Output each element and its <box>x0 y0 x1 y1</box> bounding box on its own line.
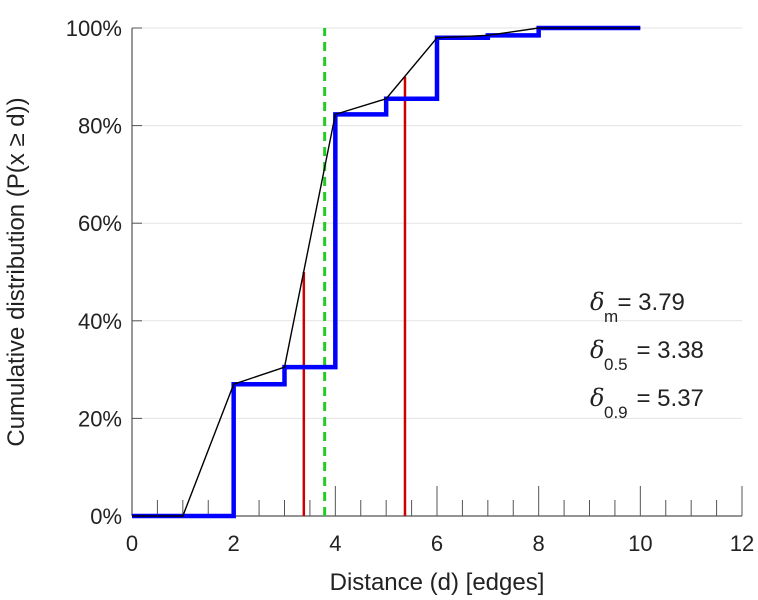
annotation-2: δ0.9 = 5.37 <box>590 384 704 422</box>
annotation-0: δm = 3.79 <box>590 288 685 326</box>
y-tick-label-2: 40% <box>78 309 122 334</box>
annotation-symbol-1: δ <box>590 336 604 364</box>
y-tick-label-0: 0% <box>90 504 122 529</box>
y-tick-label-3: 60% <box>78 211 122 236</box>
annotation-symbol-0: δ <box>590 288 604 316</box>
annotation-symbol-2: δ <box>590 384 604 412</box>
y-tick-label-4: 80% <box>78 114 122 139</box>
y-tick-label-5: 100% <box>66 16 122 41</box>
axes: 0% 20% 40% 60% 80% 100% 0 2 4 6 8 10 12 <box>66 16 755 556</box>
grid-lines <box>132 27 742 419</box>
x-tick-label-5: 10 <box>628 531 652 556</box>
vertical-markers <box>302 28 407 516</box>
series-lines <box>132 25 641 519</box>
y-axis-title: Cumulative distribution (P(x ≥ d)) <box>3 97 30 446</box>
annotation-sub-1: 0.5 <box>604 355 628 374</box>
annotation-value-1: = 3.38 <box>637 337 704 364</box>
x-tick-label-4: 8 <box>533 531 545 556</box>
x-tick-label-1: 2 <box>228 531 240 556</box>
annotation-sub-2: 0.9 <box>604 403 628 422</box>
annotation-sub-0: m <box>604 307 618 326</box>
series-step-line <box>132 25 641 519</box>
x-tick-label-2: 4 <box>329 531 341 556</box>
annotation-1: δ0.5 = 3.38 <box>590 336 704 374</box>
annotation-value-2: = 5.37 <box>637 385 704 412</box>
series-polyline <box>132 27 641 517</box>
y-tick-label-1: 20% <box>78 406 122 431</box>
x-axis-title: Distance (d) [edges] <box>330 569 545 596</box>
x-tick-label-0: 0 <box>126 531 138 556</box>
annotation-value-0: = 3.79 <box>618 289 685 316</box>
x-tick-label-3: 6 <box>431 531 443 556</box>
x-tick-label-6: 12 <box>730 531 754 556</box>
